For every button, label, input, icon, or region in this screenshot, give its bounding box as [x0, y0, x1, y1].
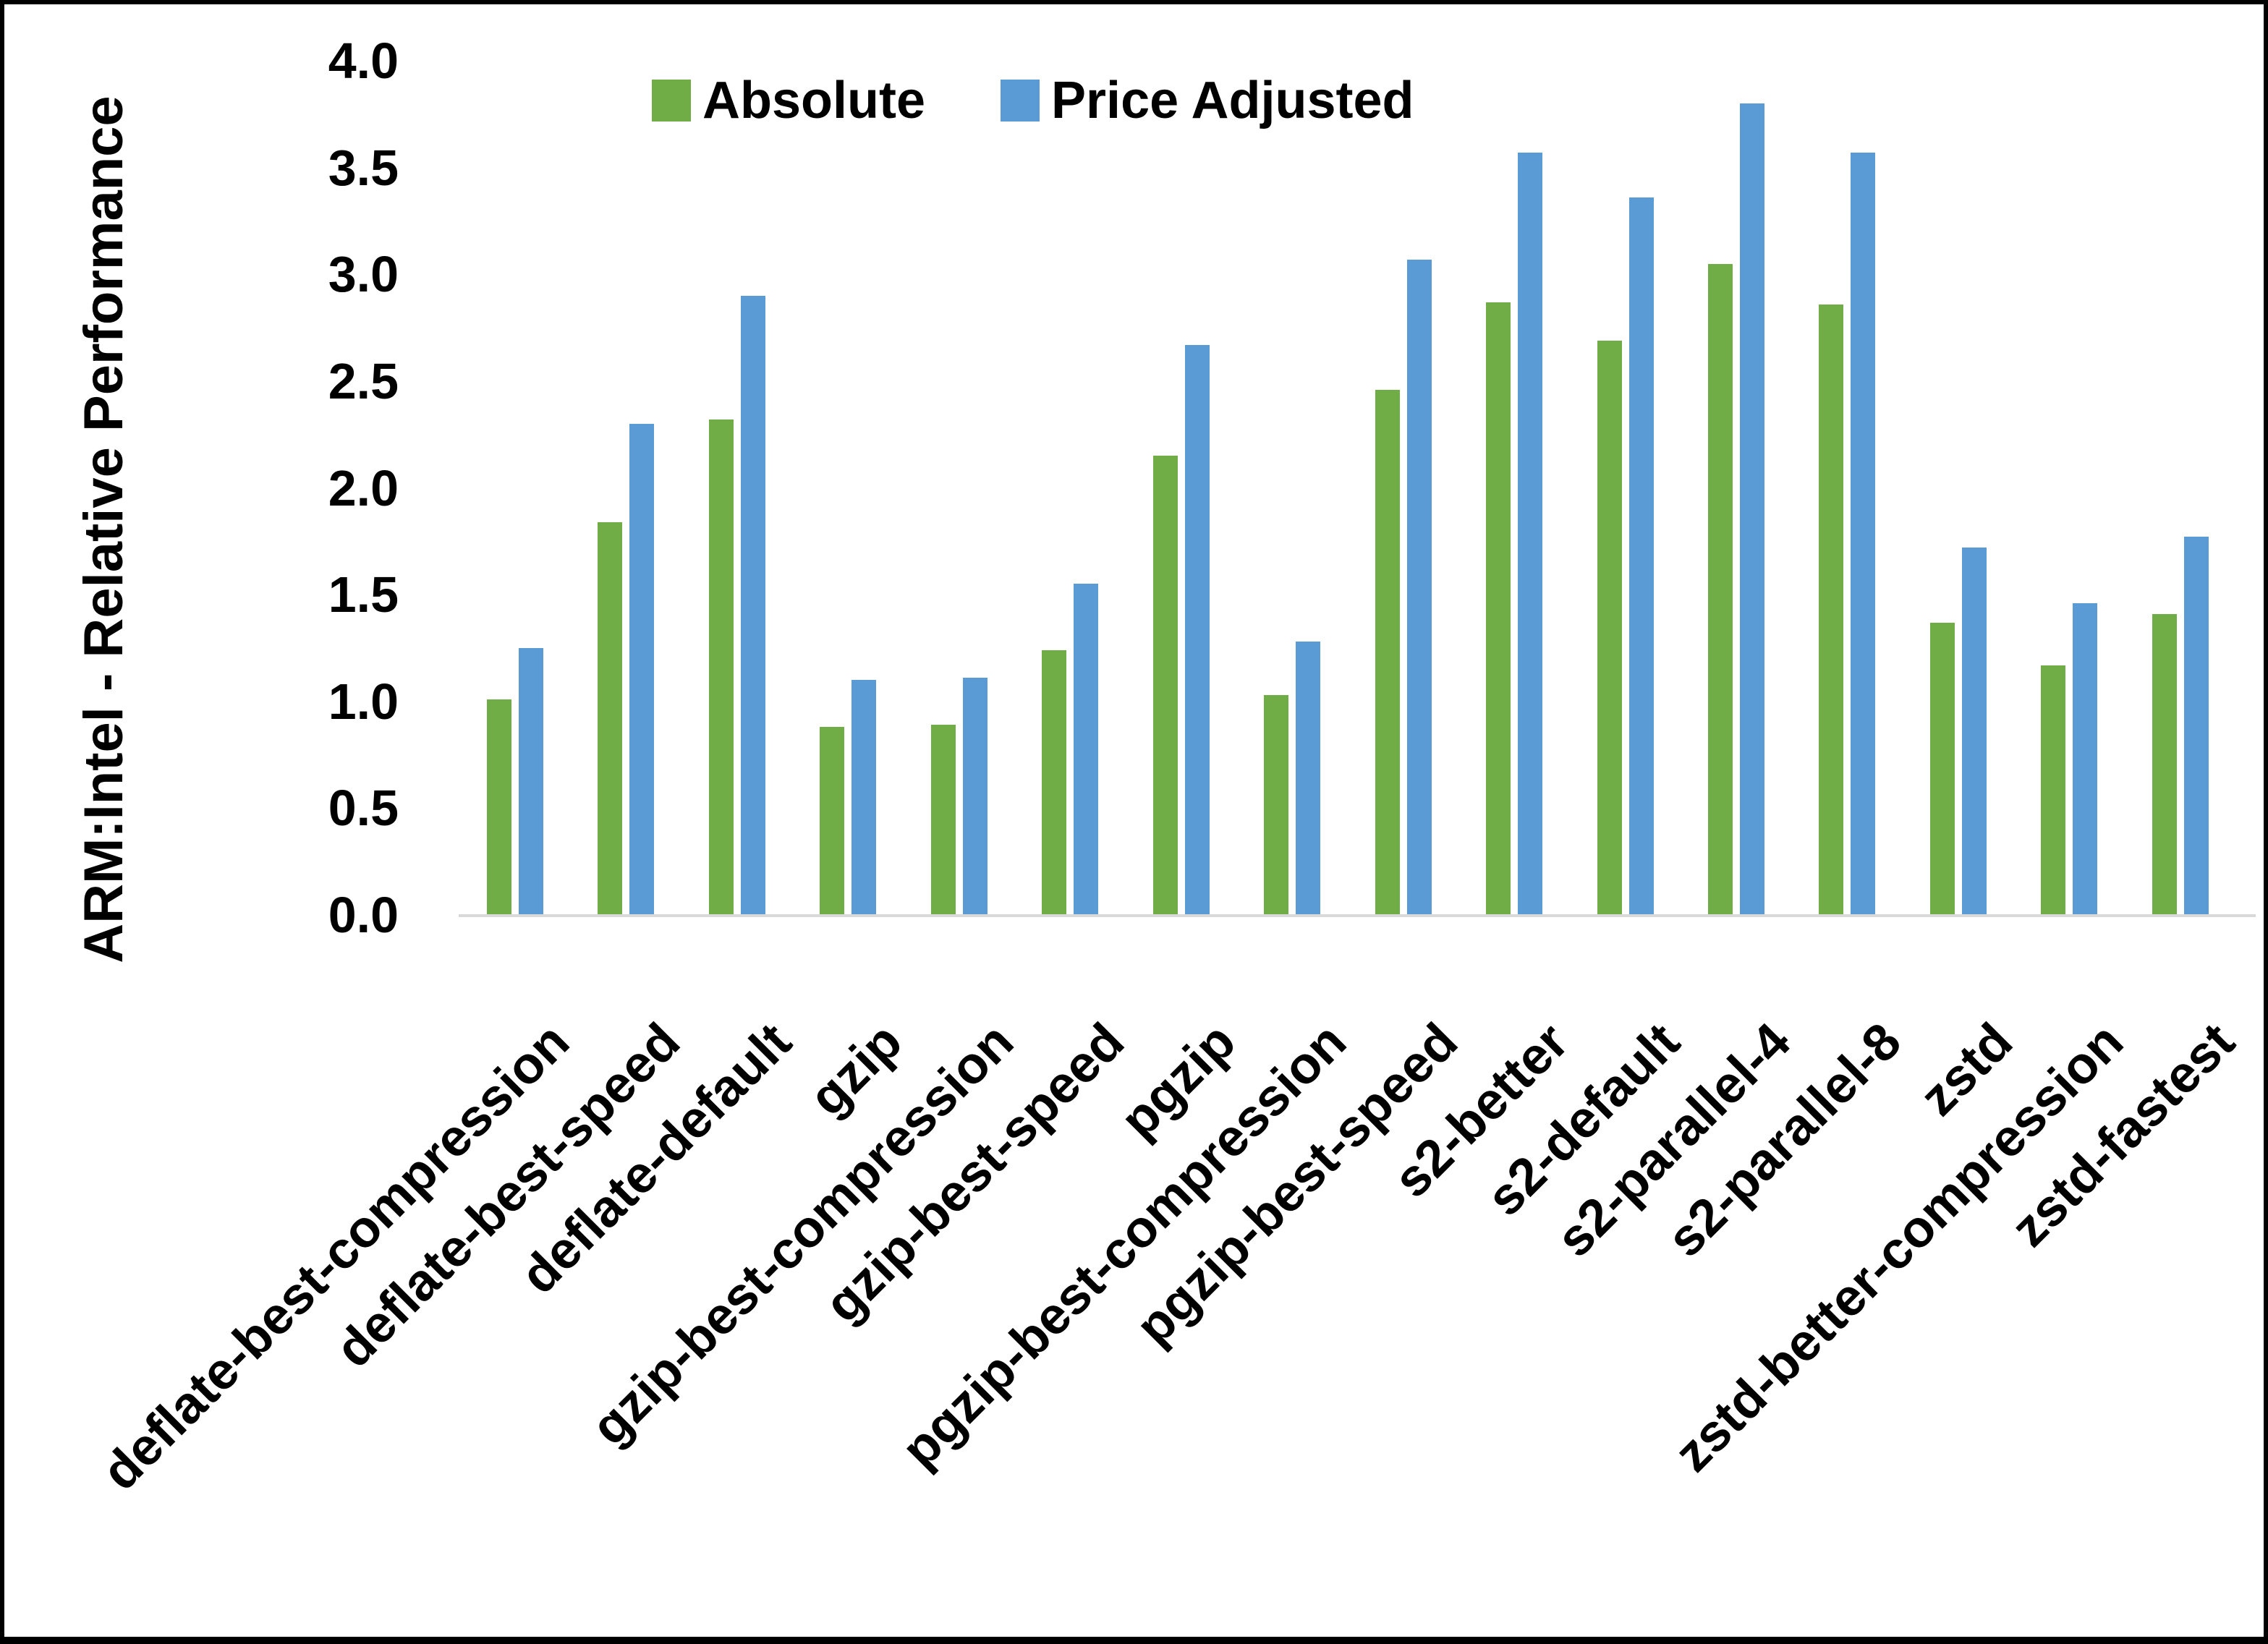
- y-tick-label-4.0: 4.0: [328, 33, 399, 90]
- legend-label-absolute: Absolute: [702, 72, 926, 129]
- y-tick-label-1.0: 1.0: [328, 673, 399, 730]
- y-axis-title: ARM:Intel - Relative Performance: [73, 95, 135, 963]
- bar-price-adjusted-s2-parallel-8: [1851, 153, 1876, 915]
- bar-absolute-deflate-default: [708, 419, 734, 915]
- bar-absolute-deflate-best-compression: [487, 699, 511, 915]
- bar-price-adjusted-deflate-default: [740, 295, 765, 915]
- bar-price-adjusted-zstd-better-compression: [2073, 603, 2098, 915]
- bar-absolute-pgzip: [1152, 456, 1178, 915]
- bar-price-adjusted-s2-better: [1518, 153, 1543, 915]
- bar-price-adjusted-s2-default: [1628, 197, 1654, 915]
- y-tick-label-0.0: 0.0: [328, 887, 399, 943]
- bar-absolute-s2-parallel-4: [1707, 263, 1733, 915]
- y-tick-label-0.5: 0.5: [328, 780, 399, 837]
- bar-price-adjusted-deflate-best-speed: [629, 424, 655, 915]
- bar-price-adjusted-gzip: [851, 680, 877, 915]
- y-tick-label-3.0: 3.0: [328, 246, 399, 303]
- bar-price-adjusted-zstd: [1961, 548, 1987, 915]
- bar-absolute-s2-default: [1597, 340, 1622, 915]
- x-axis-line: [459, 914, 2256, 917]
- legend-swatch-absolute: [652, 80, 691, 122]
- legend: Absolute Price Adjusted: [652, 71, 1414, 130]
- legend-entry-price-adjusted: Price Adjusted: [1001, 71, 1414, 130]
- bar-price-adjusted-pgzip-best-speed: [1406, 259, 1432, 915]
- bar-absolute-pgzip-best-compression: [1264, 694, 1289, 915]
- bar-price-adjusted-gzip-best-speed: [1074, 584, 1099, 915]
- legend-label-price-adjusted: Price Adjusted: [1051, 72, 1414, 129]
- bar-absolute-zstd-fastest: [2152, 613, 2177, 915]
- bar-absolute-gzip-best-compression: [930, 725, 956, 915]
- legend-entry-absolute: Absolute: [652, 71, 925, 130]
- bar-price-adjusted-deflate-best-compression: [519, 648, 543, 915]
- bar-absolute-deflate-best-speed: [598, 521, 623, 915]
- bar-absolute-gzip: [820, 727, 845, 915]
- bar-absolute-s2-parallel-8: [1819, 304, 1844, 915]
- bar-absolute-s2-better: [1486, 302, 1511, 915]
- bar-absolute-zstd: [1929, 622, 1955, 915]
- legend-swatch-price-adjusted: [1001, 80, 1040, 122]
- y-tick-label-3.5: 3.5: [328, 139, 399, 196]
- bar-price-adjusted-pgzip-best-compression: [1296, 642, 1321, 915]
- bar-price-adjusted-s2-parallel-4: [1739, 103, 1764, 915]
- bar-price-adjusted-pgzip: [1184, 344, 1210, 915]
- y-tick-label-1.5: 1.5: [328, 566, 399, 623]
- y-tick-label-2.5: 2.5: [328, 353, 399, 409]
- bar-price-adjusted-zstd-fastest: [2183, 537, 2209, 915]
- bar-absolute-gzip-best-speed: [1042, 649, 1067, 915]
- bar-price-adjusted-gzip-best-compression: [962, 678, 988, 915]
- bar-absolute-zstd-better-compression: [2041, 665, 2066, 915]
- y-tick-label-2.0: 2.0: [328, 459, 399, 516]
- bar-absolute-pgzip-best-speed: [1375, 389, 1400, 915]
